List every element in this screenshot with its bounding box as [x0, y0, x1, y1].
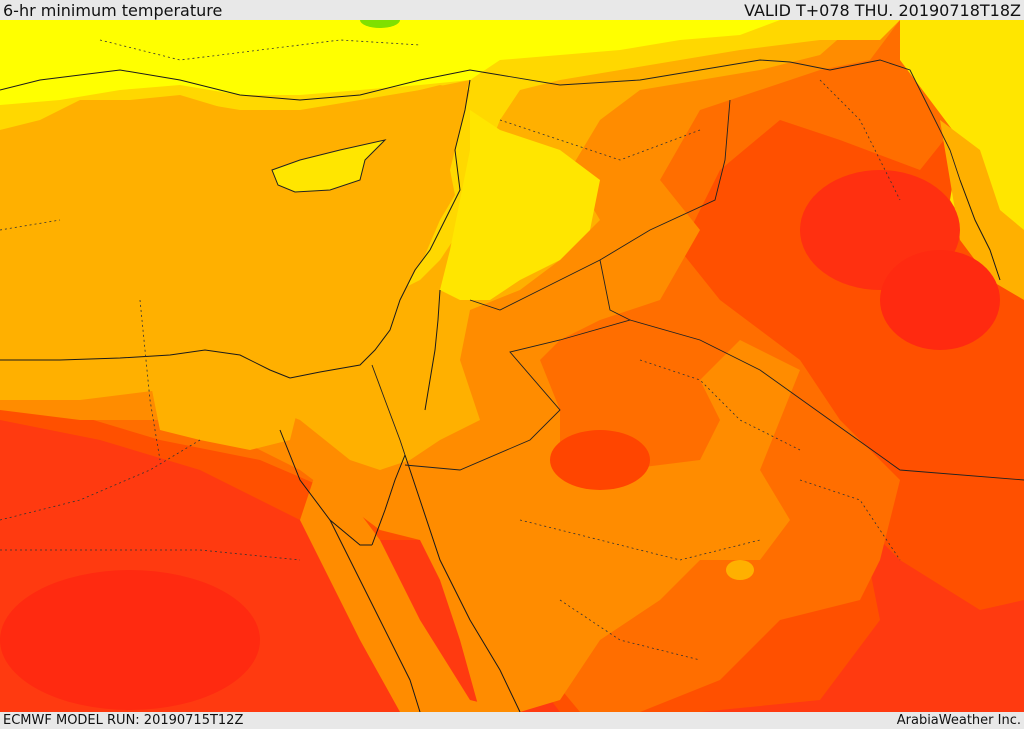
turkey-coast — [0, 69, 501, 101]
map-canvas — [0, 20, 1024, 712]
ne-amber — [940, 120, 1024, 300]
red-sea-east — [404, 454, 521, 712]
levant-yellow — [440, 110, 600, 300]
valid-time: VALID T+078 THU. 20190718T18Z — [744, 0, 1021, 20]
dead-sea-jordan — [424, 289, 441, 411]
map-footer: ECMWF MODEL RUN: 20190715T12Z ArabiaWeat… — [0, 712, 1024, 729]
egypt-israel-border — [371, 364, 406, 456]
map-header: 6-hr minimum temperature VALID T+078 THU… — [0, 0, 1024, 20]
coastlines — [0, 69, 1001, 712]
egypt-coast — [0, 349, 291, 379]
levant-coast — [289, 79, 471, 379]
jordan-saudi-border — [404, 259, 632, 471]
red-sea-west — [329, 519, 421, 712]
yellow-speckle — [360, 20, 400, 28]
iraq-saudi-border — [629, 319, 1024, 481]
nile-delta-zone — [150, 370, 300, 450]
credit: ArabiaWeather Inc. — [896, 713, 1021, 728]
cyprus-island — [271, 139, 387, 193]
iraq-syria-border — [469, 99, 731, 311]
red-sea-orange — [300, 460, 520, 712]
map-title: 6-hr minimum temperature — [3, 0, 223, 20]
country-borders — [371, 59, 1024, 481]
temperature-map[interactable] — [0, 20, 1024, 712]
hot-spot-gulf — [880, 250, 1000, 350]
hot-spot-egypt — [0, 570, 260, 710]
hot-spot-saudi — [550, 430, 650, 490]
model-run: ECMWF MODEL RUN: 20190715T12Z — [3, 713, 244, 728]
syria-iraq-border — [499, 59, 791, 86]
yellow-speckle — [726, 560, 754, 580]
gulf-aqaba — [371, 454, 406, 546]
province-borders — [0, 39, 901, 661]
gulf-coast — [959, 179, 1001, 281]
iraq-iran-border — [789, 59, 961, 181]
